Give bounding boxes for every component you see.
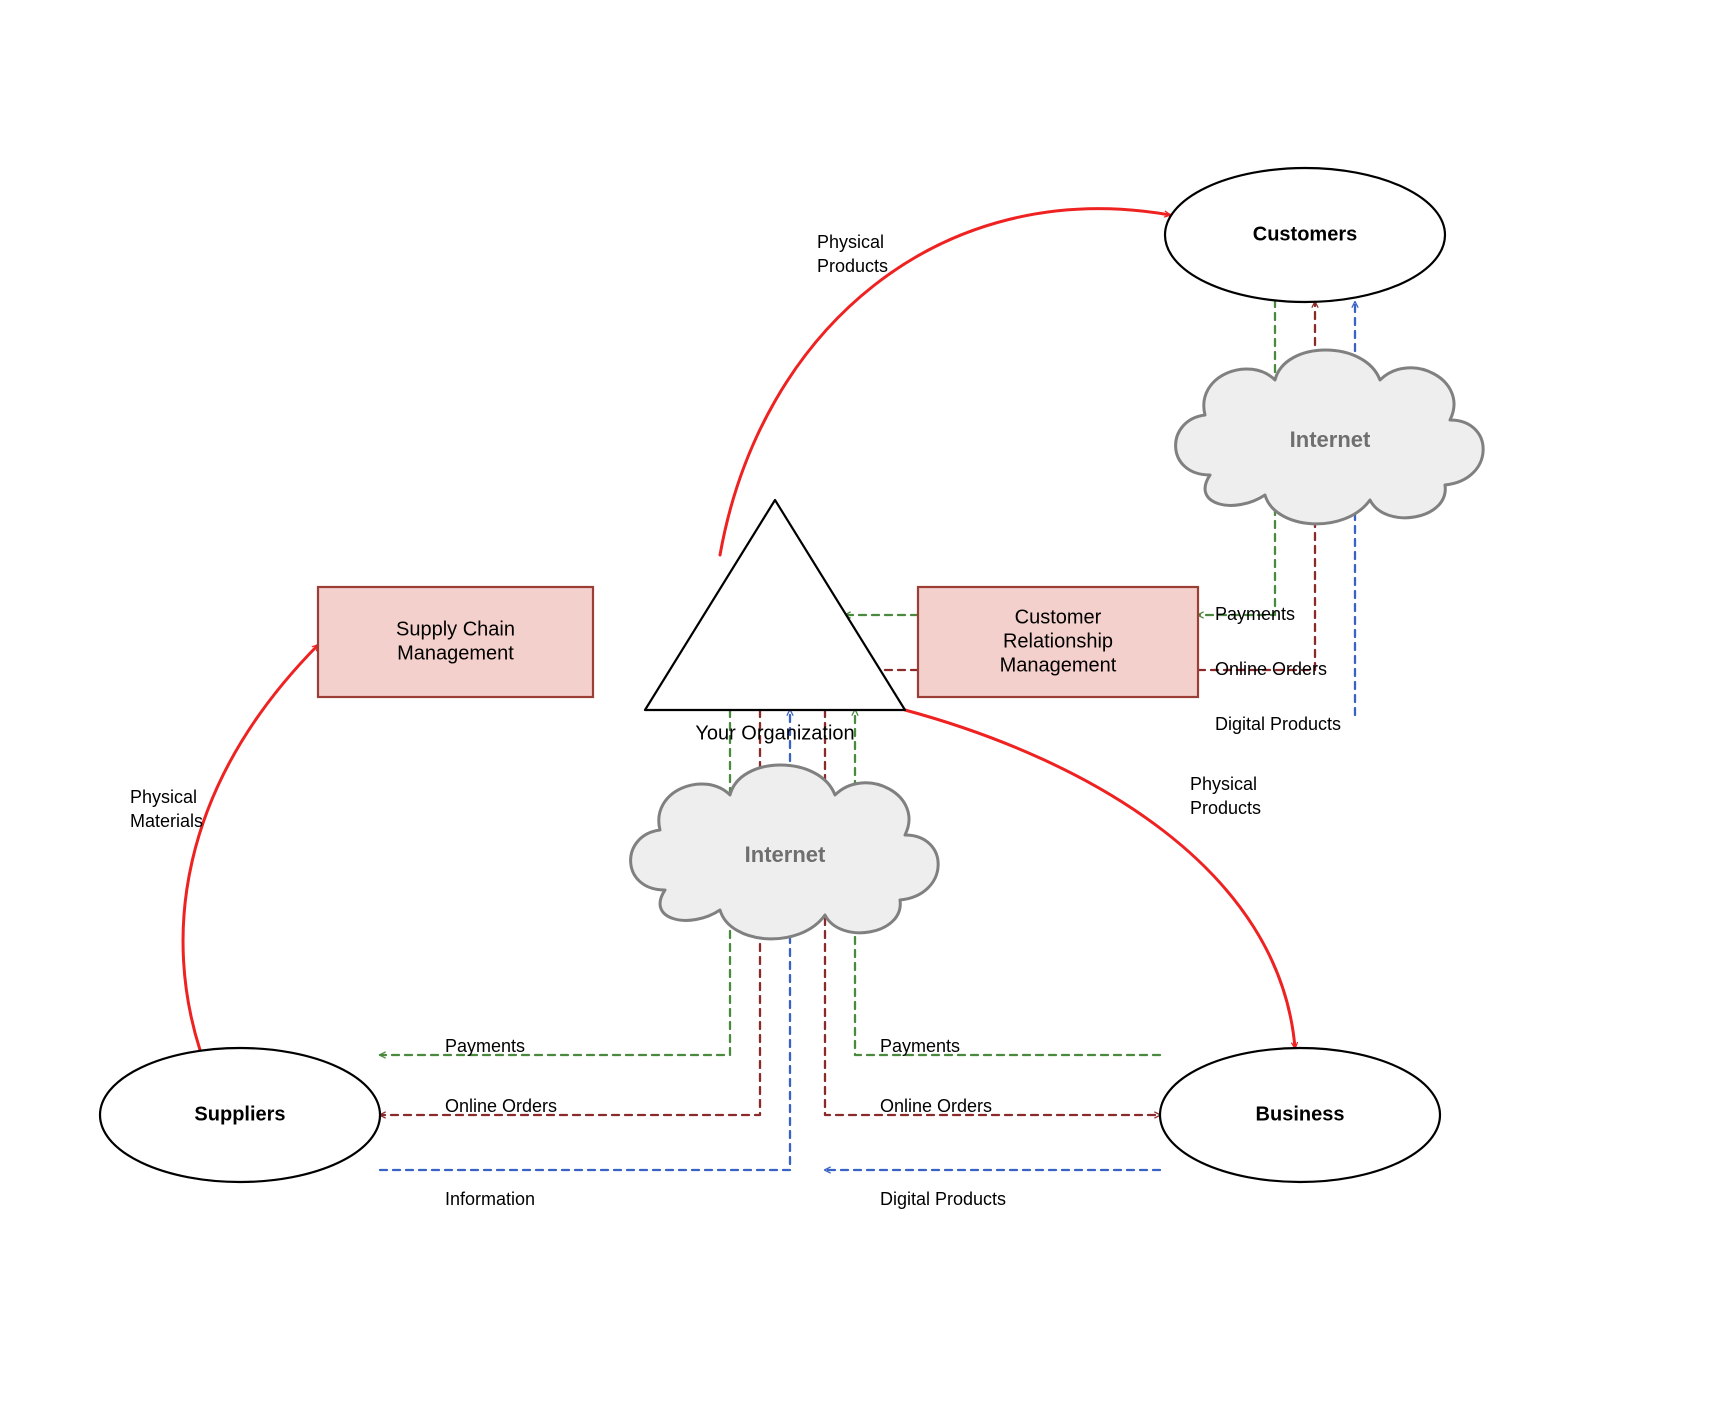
node-label-scm-1: Management bbox=[397, 642, 514, 664]
node-org bbox=[645, 500, 905, 710]
node-cloud1: Internet bbox=[1176, 350, 1484, 524]
node-label-crm-2: Management bbox=[1000, 654, 1117, 676]
svg-text:Products: Products bbox=[817, 256, 888, 276]
edge-label-bus_digital: Digital Products bbox=[880, 1189, 1006, 1209]
edge-label-sup_orders: Online Orders bbox=[445, 1096, 557, 1116]
edge-label-crm_digital_out: Digital Products bbox=[1215, 714, 1341, 734]
node-label-business: Business bbox=[1256, 1103, 1345, 1125]
node-label-crm-1: Relationship bbox=[1003, 630, 1113, 652]
svg-text:Physical: Physical bbox=[817, 232, 884, 252]
node-cloud2: Internet bbox=[631, 765, 939, 939]
node-label-crm-0: Customer bbox=[1015, 606, 1102, 628]
edge-sup_info bbox=[380, 710, 790, 1170]
edge-org_to_business bbox=[905, 710, 1295, 1048]
svg-text:Materials: Materials bbox=[130, 811, 203, 831]
node-label-cloud2: Internet bbox=[745, 842, 826, 867]
edge-suppliers_to_scm bbox=[183, 645, 318, 1050]
svg-text:Physical: Physical bbox=[130, 787, 197, 807]
svg-text:Products: Products bbox=[1190, 798, 1261, 818]
svg-text:Physical: Physical bbox=[1190, 774, 1257, 794]
edge-label-crm_orders_out: Online Orders bbox=[1215, 659, 1327, 679]
edge-label-sup_payments: Payments bbox=[445, 1036, 525, 1056]
edge-label-bus_payments: Payments bbox=[880, 1036, 960, 1056]
node-label-customers: Customers bbox=[1253, 223, 1357, 245]
edge-label-crm_payments_in: Payments bbox=[1215, 604, 1295, 624]
node-label-cloud1: Internet bbox=[1290, 427, 1371, 452]
edge-label-bus_orders: Online Orders bbox=[880, 1096, 992, 1116]
edge-label-sup_info: Information bbox=[445, 1189, 535, 1209]
edge-org_to_customers bbox=[720, 209, 1170, 555]
node-label-org: Your Organization bbox=[695, 722, 854, 744]
node-label-suppliers: Suppliers bbox=[194, 1103, 285, 1125]
node-label-scm-0: Supply Chain bbox=[396, 618, 515, 640]
